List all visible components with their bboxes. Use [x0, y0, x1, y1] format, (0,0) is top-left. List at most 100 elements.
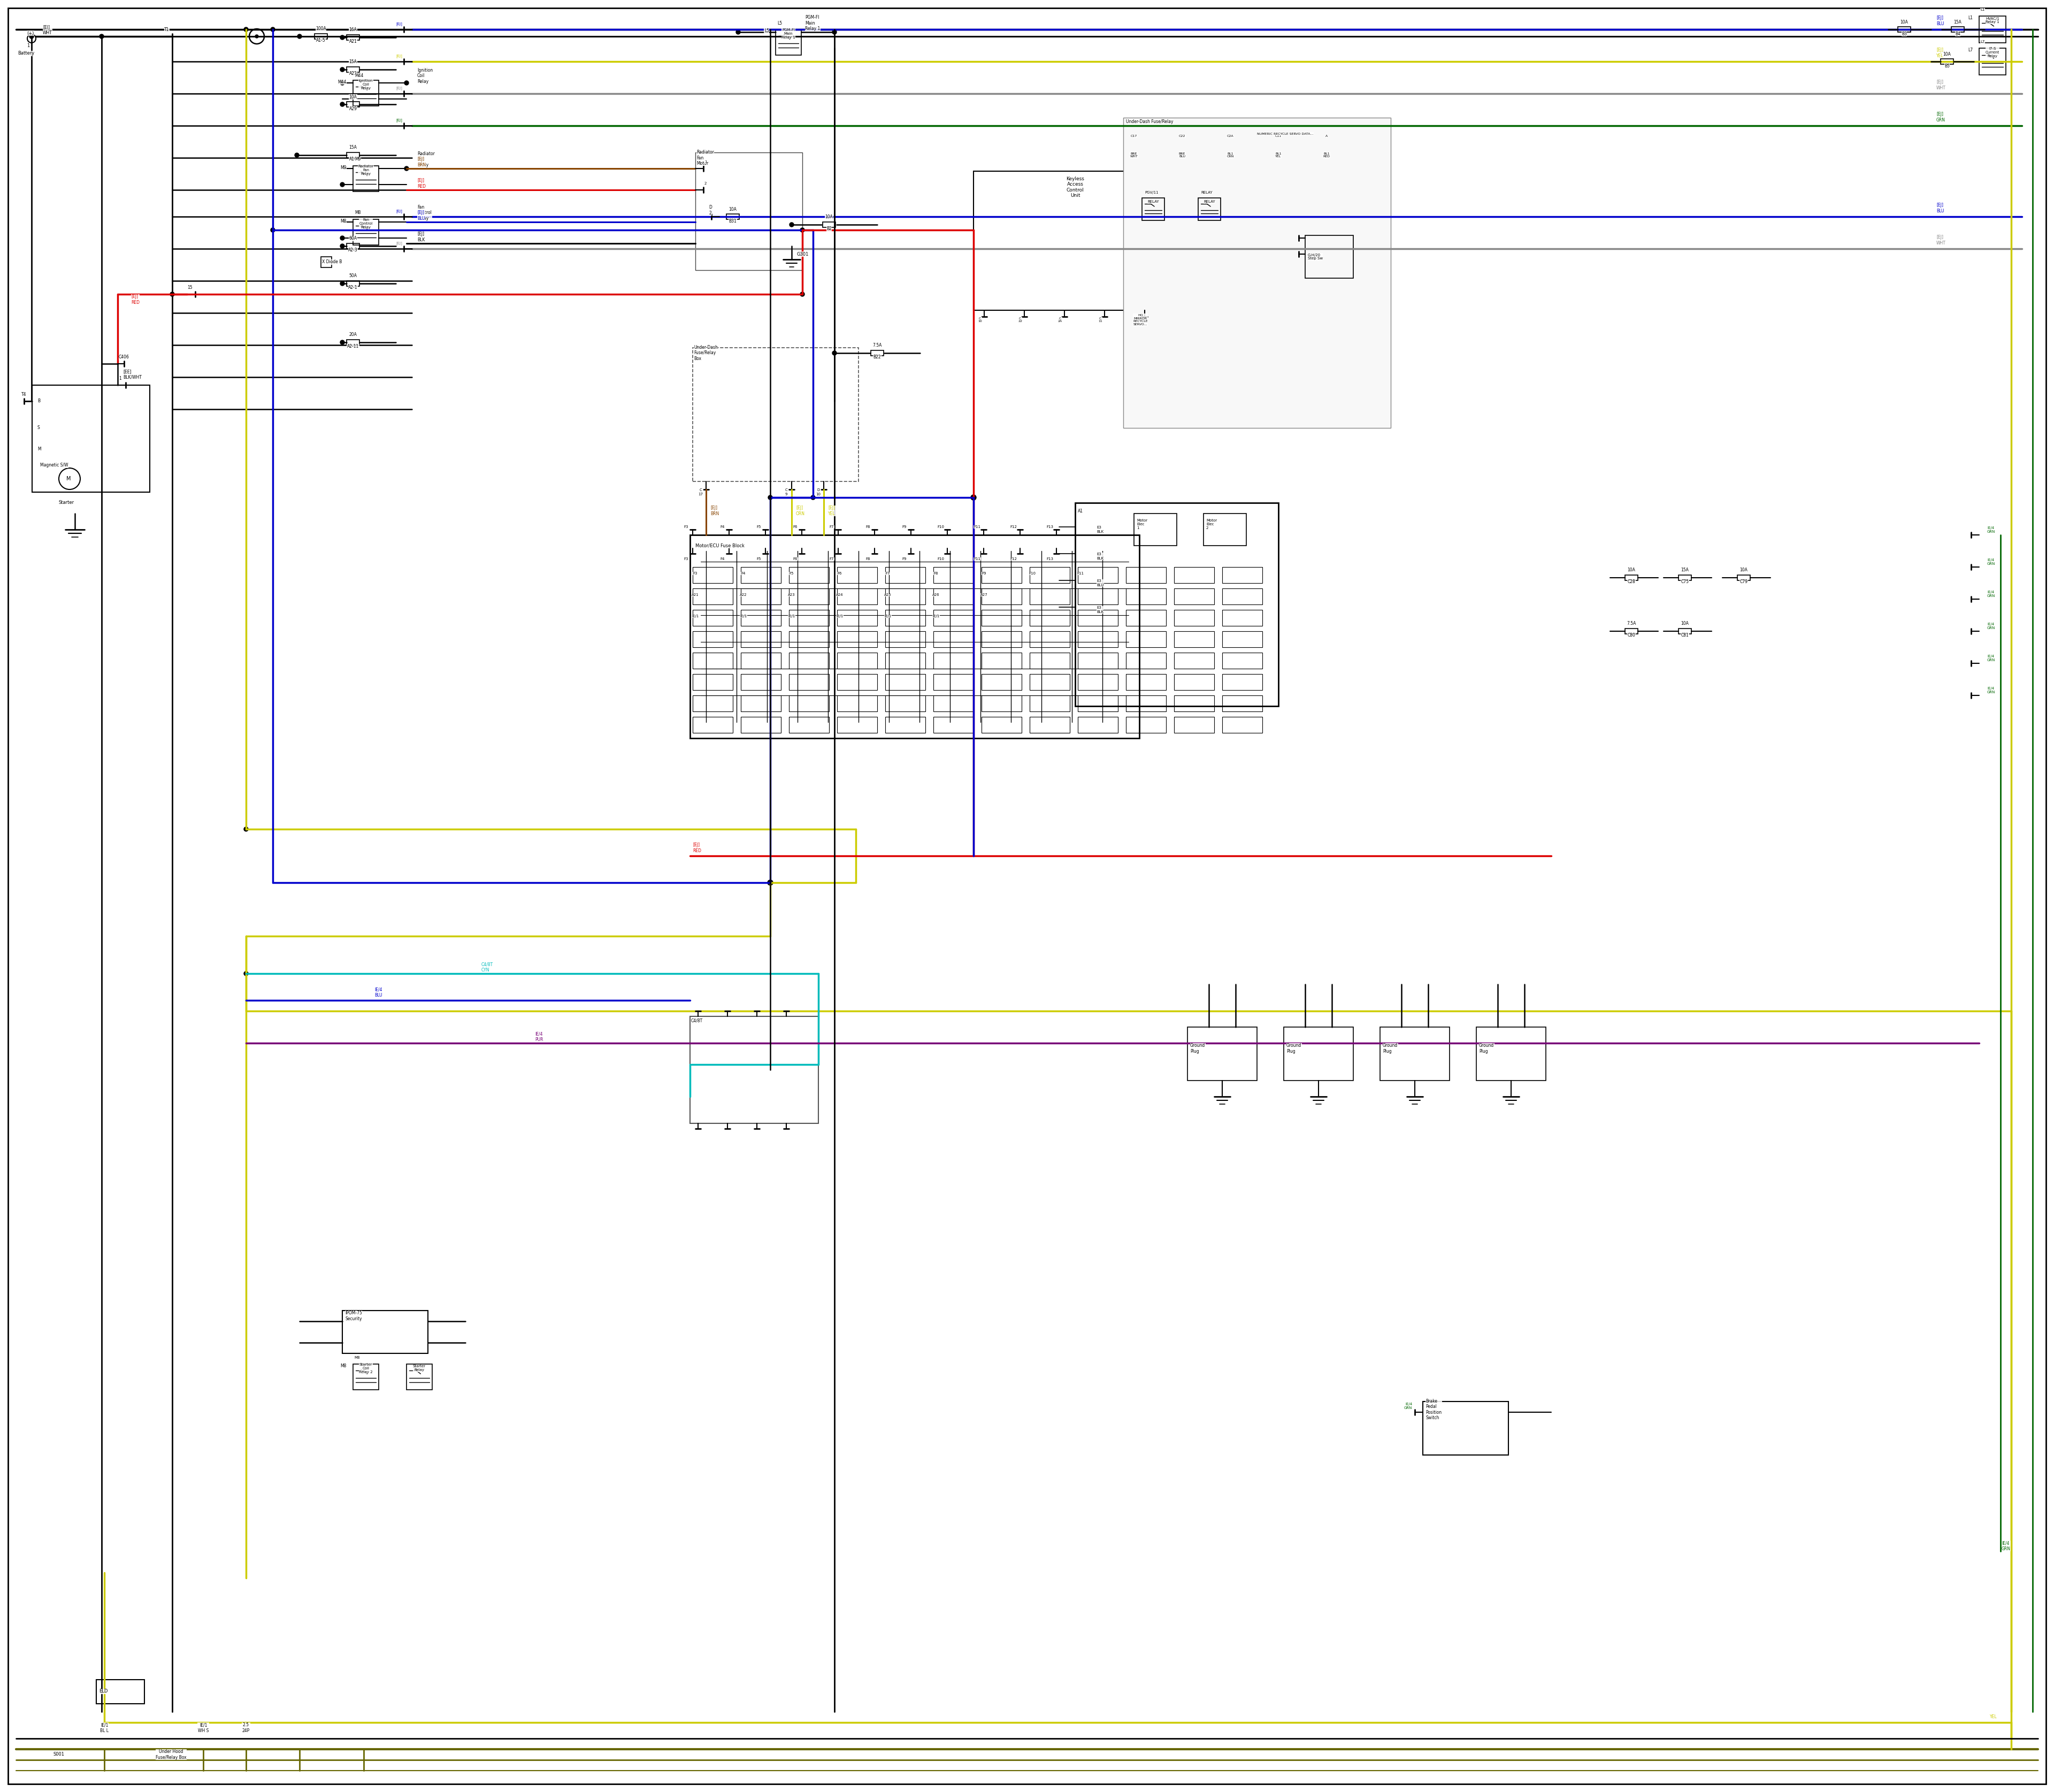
Text: [EE]
BLK/WHT: [EE] BLK/WHT: [123, 369, 142, 380]
Text: A23: A23: [789, 593, 795, 597]
Bar: [1078, 588, 1117, 604]
Text: F12: F12: [1011, 525, 1017, 529]
Bar: [885, 588, 926, 604]
Bar: [1175, 566, 1214, 582]
Bar: [789, 609, 830, 625]
Text: M9: M9: [341, 165, 347, 170]
Bar: [1187, 1027, 1257, 1081]
Text: YEL: YEL: [1990, 1715, 1996, 1720]
Text: Radiator
Fan
Relay: Radiator Fan Relay: [357, 165, 374, 176]
Bar: [741, 674, 781, 690]
Text: C28: C28: [1627, 579, 1635, 584]
Bar: [1423, 1401, 1508, 1455]
Text: A2-11: A2-11: [347, 344, 359, 349]
Bar: [1029, 631, 1070, 647]
Circle shape: [271, 27, 275, 32]
Text: 10A: 10A: [1627, 568, 1635, 573]
Bar: [1078, 674, 1117, 690]
Text: F11: F11: [1076, 572, 1085, 575]
Text: [EJ]: [EJ]: [396, 210, 403, 213]
Bar: [1898, 27, 1910, 32]
Bar: [692, 631, 733, 647]
Bar: [933, 566, 974, 582]
Text: Ground
Plug: Ground Plug: [1286, 1043, 1302, 1054]
Text: HO
MIRROR
RECYCLE
SERVO...: HO MIRROR RECYCLE SERVO...: [1134, 314, 1148, 326]
Bar: [692, 588, 733, 604]
Text: IPOM-75
Security: IPOM-75 Security: [345, 1310, 362, 1321]
Bar: [1078, 566, 1117, 582]
Text: 1: 1: [27, 43, 29, 48]
Text: M44: M44: [337, 79, 347, 84]
Bar: [982, 652, 1021, 668]
Text: Ignition
Coil
Relay: Ignition Coil Relay: [417, 68, 433, 84]
Text: 1: 1: [705, 161, 707, 163]
Bar: [1678, 629, 1690, 634]
Bar: [1029, 566, 1070, 582]
Bar: [1222, 566, 1263, 582]
Text: M8: M8: [355, 210, 362, 215]
Text: A1-5: A1-5: [316, 38, 327, 43]
Text: IE/1
BL L: IE/1 BL L: [101, 1722, 109, 1733]
Bar: [1126, 695, 1167, 711]
Bar: [1029, 717, 1070, 733]
Text: A26: A26: [933, 593, 941, 597]
Text: BRE
WHT: BRE WHT: [1130, 152, 1138, 158]
Text: F12: F12: [1011, 557, 1017, 561]
Bar: [347, 340, 359, 346]
Text: IE/1: IE/1: [836, 615, 844, 618]
Text: F11: F11: [974, 557, 980, 561]
Text: A16: A16: [349, 158, 357, 161]
Circle shape: [789, 222, 793, 228]
Text: BL1
YEL: BL1 YEL: [1276, 152, 1282, 158]
Bar: [1142, 197, 1165, 220]
Text: [EI]
WHT: [EI] WHT: [43, 25, 51, 36]
Bar: [692, 566, 733, 582]
Bar: [692, 695, 733, 711]
Bar: [1126, 631, 1167, 647]
Text: F8: F8: [935, 572, 939, 575]
Text: IE/4
GRN: IE/4 GRN: [1986, 557, 1994, 564]
Bar: [885, 566, 926, 582]
Text: C11: C11: [1276, 134, 1282, 138]
Text: [EJ]: [EJ]: [396, 118, 403, 122]
Bar: [343, 1310, 427, 1353]
Text: 15A: 15A: [349, 59, 357, 65]
Text: Keyless
Access
Control
Unit: Keyless Access Control Unit: [1066, 176, 1085, 197]
Text: F9: F9: [982, 572, 986, 575]
Text: A2-1: A2-1: [349, 285, 357, 290]
Text: Ground
Plug: Ground Plug: [1189, 1043, 1206, 1054]
Bar: [789, 631, 830, 647]
Bar: [347, 281, 359, 287]
Bar: [885, 631, 926, 647]
Text: M8: M8: [341, 219, 347, 224]
Text: S001: S001: [53, 1753, 66, 1756]
Text: 15A: 15A: [349, 145, 357, 151]
Bar: [1126, 674, 1167, 690]
Text: 10A: 10A: [1943, 52, 1951, 56]
Text: [EJ]
WHT: [EJ] WHT: [1937, 235, 1945, 246]
Bar: [1126, 652, 1167, 668]
Text: L7: L7: [1980, 39, 1984, 43]
Text: A: A: [1325, 134, 1327, 138]
Bar: [741, 717, 781, 733]
Circle shape: [244, 971, 249, 975]
Bar: [838, 588, 877, 604]
Text: M9: M9: [355, 158, 362, 161]
Bar: [741, 609, 781, 625]
Text: L5: L5: [764, 29, 768, 34]
Text: 10A: 10A: [729, 206, 737, 211]
Circle shape: [832, 351, 836, 355]
Text: L1: L1: [1980, 7, 1984, 11]
Text: L1: L1: [1968, 16, 1972, 20]
Bar: [1175, 674, 1214, 690]
Bar: [982, 631, 1021, 647]
Text: Motor
Elec
2: Motor Elec 2: [1206, 520, 1216, 530]
Text: IE/1: IE/1: [692, 615, 698, 618]
Circle shape: [832, 30, 836, 34]
Text: [EJ]
BLK: [EJ] BLK: [417, 231, 425, 242]
Text: 7.5A: 7.5A: [1627, 622, 1637, 625]
Bar: [353, 167, 378, 192]
Bar: [1175, 588, 1214, 604]
Circle shape: [294, 152, 300, 158]
Circle shape: [244, 27, 249, 32]
